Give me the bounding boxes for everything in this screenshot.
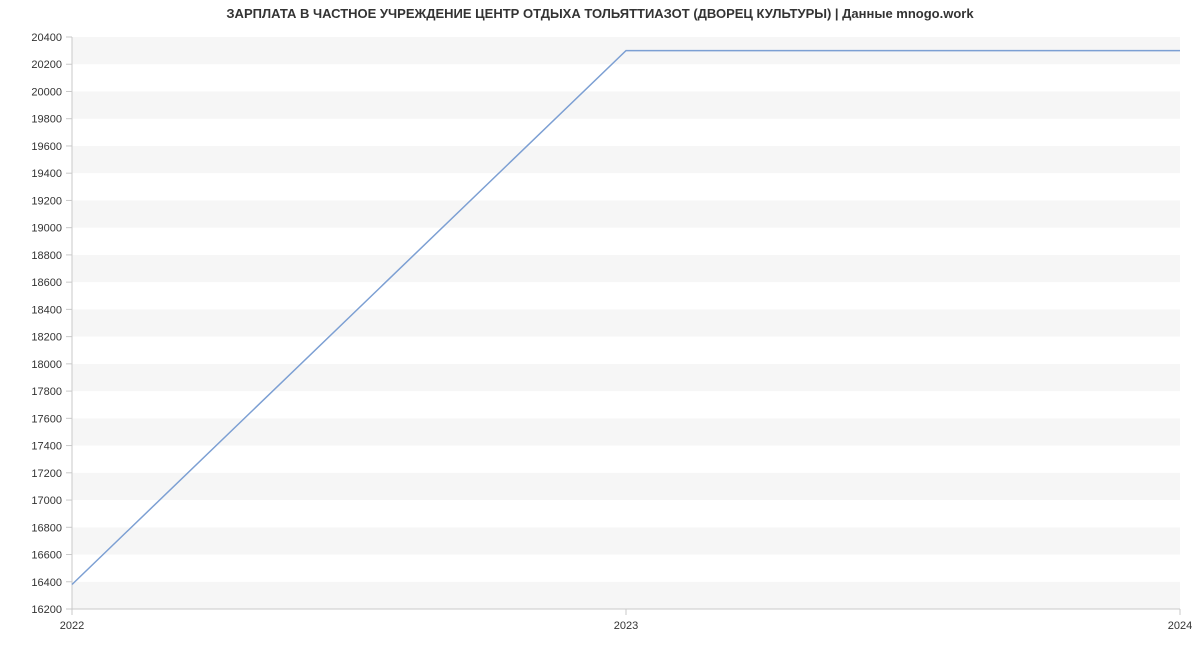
y-tick-label: 19400 (31, 168, 62, 180)
y-tick-label: 18400 (31, 304, 62, 316)
y-tick-label: 19600 (31, 141, 62, 153)
y-tick-label: 18000 (31, 359, 62, 371)
y-tick-label: 17000 (31, 495, 62, 507)
y-tick-label: 20200 (31, 59, 62, 71)
y-tick-label: 18200 (31, 332, 62, 344)
y-tick-label: 17200 (31, 468, 62, 480)
chart-area: 16200 16400 16600 16800 17000 17200 17400 17600… (0, 21, 1200, 649)
y-tick-label: 19800 (31, 114, 62, 126)
y-tick-label: 18600 (31, 277, 62, 289)
y-tick-label: 20400 (31, 32, 62, 44)
chart-title: ЗАРПЛАТА В ЧАСТНОЕ УЧРЕЖДЕНИЕ ЦЕНТР ОТДЫ… (0, 0, 1200, 21)
y-tick-label: 19200 (31, 195, 62, 207)
y-tick-label: 17800 (31, 386, 62, 398)
x-tick-label: 2023 (614, 620, 638, 632)
y-tick-label: 18800 (31, 250, 62, 262)
y-tick-label: 16200 (31, 604, 62, 616)
line-chart-svg: 16200 16400 16600 16800 17000 17200 17400 17600… (0, 21, 1200, 649)
y-tick-label: 16600 (31, 550, 62, 562)
y-tick-label: 20000 (31, 86, 62, 98)
y-tick-label: 16400 (31, 577, 62, 589)
x-tick-label: 2024 (1168, 620, 1192, 632)
y-tick-label: 17400 (31, 441, 62, 453)
y-tick-label: 19000 (31, 223, 62, 235)
y-tick-label: 16800 (31, 522, 62, 534)
y-tick-label: 17600 (31, 413, 62, 425)
x-tick-label: 2022 (60, 620, 84, 632)
